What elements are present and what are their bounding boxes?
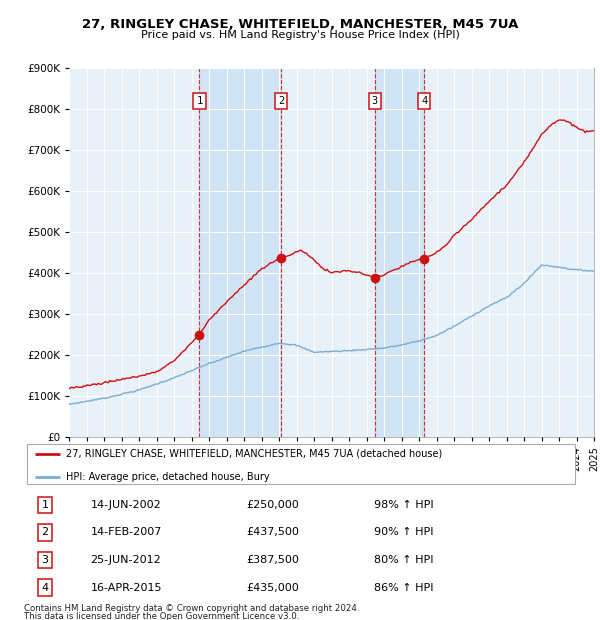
Text: £250,000: £250,000 — [246, 500, 299, 510]
Text: 14-FEB-2007: 14-FEB-2007 — [91, 528, 162, 538]
FancyBboxPatch shape — [27, 444, 575, 484]
Text: 2: 2 — [278, 96, 284, 106]
Text: 25-JUN-2012: 25-JUN-2012 — [91, 555, 161, 565]
Text: 1: 1 — [41, 500, 49, 510]
Text: 80% ↑ HPI: 80% ↑ HPI — [374, 555, 433, 565]
Text: 86% ↑ HPI: 86% ↑ HPI — [374, 583, 433, 593]
Text: HPI: Average price, detached house, Bury: HPI: Average price, detached house, Bury — [65, 472, 269, 482]
Text: Contains HM Land Registry data © Crown copyright and database right 2024.: Contains HM Land Registry data © Crown c… — [24, 604, 359, 613]
Text: This data is licensed under the Open Government Licence v3.0.: This data is licensed under the Open Gov… — [24, 612, 299, 620]
Text: 2: 2 — [41, 528, 49, 538]
Text: 98% ↑ HPI: 98% ↑ HPI — [374, 500, 433, 510]
Text: 1: 1 — [196, 96, 203, 106]
Bar — [199, 68, 281, 437]
Text: 27, RINGLEY CHASE, WHITEFIELD, MANCHESTER, M45 7UA (detached house): 27, RINGLEY CHASE, WHITEFIELD, MANCHESTE… — [65, 449, 442, 459]
Bar — [375, 68, 424, 437]
Text: 3: 3 — [41, 555, 49, 565]
Text: £437,500: £437,500 — [246, 528, 299, 538]
Text: 16-APR-2015: 16-APR-2015 — [91, 583, 162, 593]
Text: 27, RINGLEY CHASE, WHITEFIELD, MANCHESTER, M45 7UA: 27, RINGLEY CHASE, WHITEFIELD, MANCHESTE… — [82, 18, 518, 31]
Text: £387,500: £387,500 — [246, 555, 299, 565]
Text: Price paid vs. HM Land Registry's House Price Index (HPI): Price paid vs. HM Land Registry's House … — [140, 30, 460, 40]
Text: 4: 4 — [41, 583, 49, 593]
Text: £435,000: £435,000 — [246, 583, 299, 593]
Text: 14-JUN-2002: 14-JUN-2002 — [91, 500, 161, 510]
Text: 90% ↑ HPI: 90% ↑ HPI — [374, 528, 433, 538]
Text: 3: 3 — [372, 96, 378, 106]
Text: 4: 4 — [421, 96, 427, 106]
